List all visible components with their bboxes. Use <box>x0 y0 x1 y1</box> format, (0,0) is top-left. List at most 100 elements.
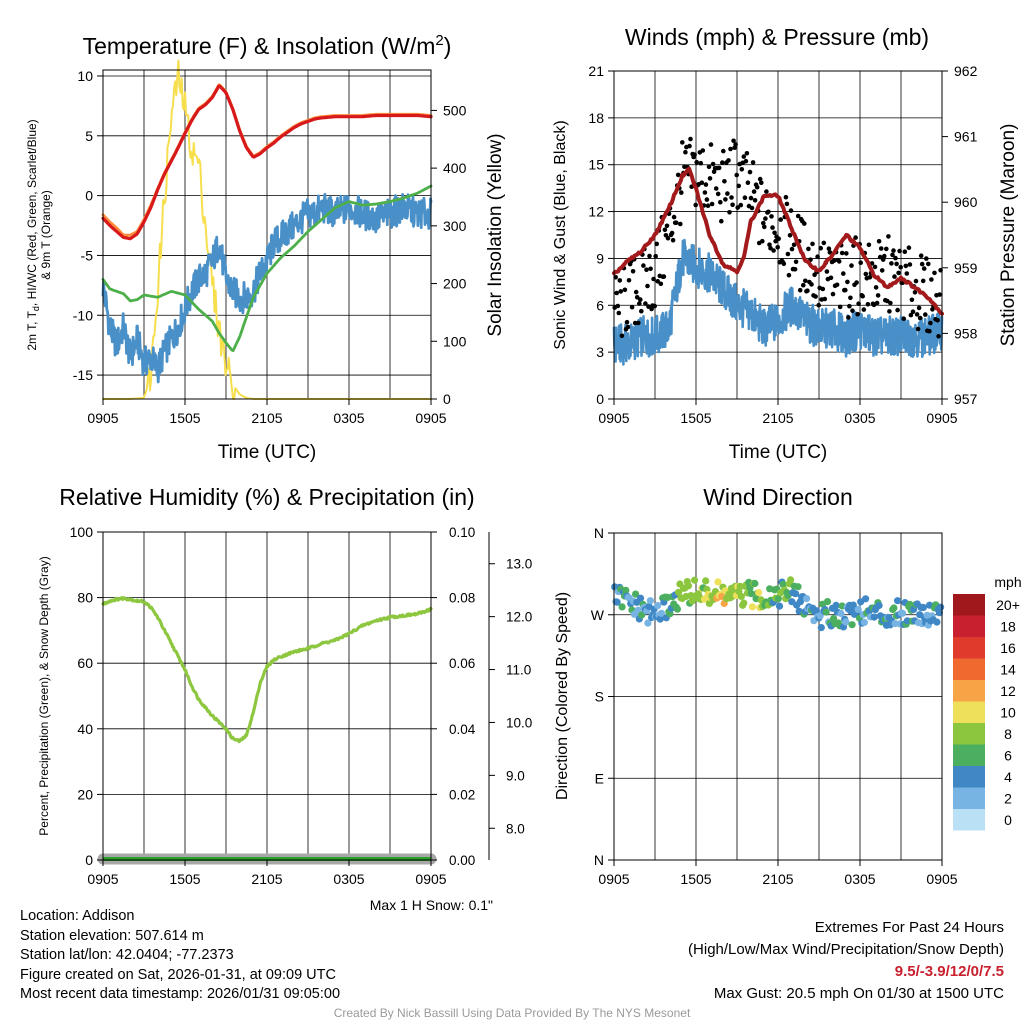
gust-dot <box>652 303 657 309</box>
direction-dot <box>860 618 869 627</box>
gust-dot <box>918 253 924 258</box>
x-tick-label: 0905 <box>415 871 446 887</box>
gust-dot <box>828 275 834 281</box>
gust-dot <box>902 249 908 254</box>
gust-dot <box>751 189 757 194</box>
gust-dot <box>815 254 820 259</box>
colorbar-swatch <box>953 680 985 702</box>
x-tick-label: 1505 <box>680 410 711 426</box>
gust-dot <box>749 205 755 211</box>
gust-dot <box>778 217 783 222</box>
gust-dot <box>839 250 845 256</box>
gust-dot <box>837 304 843 310</box>
y-tick-label: 18 <box>588 110 604 126</box>
colorbar-label: 14 <box>1000 661 1016 677</box>
x-tick-label: 1505 <box>169 410 200 426</box>
gust-dot <box>665 235 671 241</box>
gust-dot <box>655 279 660 284</box>
gust-dot <box>906 245 912 250</box>
x-tick-label: 0305 <box>844 871 875 887</box>
created-time: Figure created on Sat, 2026-01-31, at 09… <box>20 966 336 983</box>
gust-dot <box>705 203 711 208</box>
gust-dot <box>914 312 920 317</box>
gust-dot <box>860 293 865 299</box>
gust-dot <box>917 315 923 321</box>
gust-dot <box>803 278 808 284</box>
y-tick-label: 12 <box>588 204 604 220</box>
y2-tick-label: 0.02 <box>449 787 475 802</box>
direction-dot <box>675 588 683 596</box>
gust-dot <box>641 263 646 268</box>
gust-dot <box>830 291 836 297</box>
gust-dot <box>788 208 794 213</box>
y-tick-label: 100 <box>70 524 94 540</box>
extremes-values: 9.5/-3.9/12/0/7.5 <box>894 963 1004 980</box>
gust-dot <box>797 287 803 293</box>
gust-dot <box>846 315 851 320</box>
gust-dot <box>622 287 628 293</box>
gust-dot <box>923 312 928 317</box>
colorbar-swatch <box>953 658 985 680</box>
gust-dot <box>873 285 879 290</box>
y2-tick-label: 961 <box>954 129 978 145</box>
gust-dot <box>766 209 771 215</box>
humidity-panel: Relative Humidity (%) & Precipitation (i… <box>37 484 532 913</box>
gust-dot <box>855 311 860 317</box>
direction-dot <box>848 621 856 629</box>
gust-dot <box>731 138 736 144</box>
series-sonic-wind <box>612 238 944 366</box>
y-tick-label: 3 <box>596 344 604 360</box>
colorbar-label: 4 <box>1004 769 1012 785</box>
gust-dot <box>849 263 854 268</box>
direction-axes: 0905 1505 2105 0305 0905 N E S W N <box>591 525 958 887</box>
gust-dot <box>820 286 826 292</box>
direction-dot <box>654 602 662 610</box>
gust-dot <box>725 191 730 196</box>
direction-dot <box>702 577 710 585</box>
x-tick-label: 0905 <box>926 871 957 887</box>
gust-dot <box>913 278 919 284</box>
direction-series <box>611 576 945 632</box>
extremes-title: Extremes For Past 24 Hours <box>814 919 1004 936</box>
direction-dot <box>779 580 787 589</box>
gust-dot <box>858 260 863 266</box>
gust-dot <box>671 214 677 220</box>
gust-dot <box>792 267 798 272</box>
winds-panel: Winds (mph) & Pressure (mb) 0905 1505 2105… <box>552 24 1019 463</box>
colorbar-title: mph <box>994 574 1021 590</box>
gust-dot <box>736 183 741 189</box>
direction-dot <box>740 599 748 607</box>
gust-dot <box>921 266 927 271</box>
gust-dot <box>673 220 679 225</box>
direction-dot <box>747 590 755 598</box>
direction-dot <box>933 618 941 626</box>
temperature-grid <box>103 70 431 399</box>
direction-dot <box>937 603 945 611</box>
gust-dot <box>669 230 675 236</box>
y2-tick-label: 957 <box>954 391 978 407</box>
extremes-info: Extremes For Past 24 Hours (High/Low/Max… <box>688 917 1004 1005</box>
y-tick-label: -15 <box>73 367 93 383</box>
gust-dot <box>700 148 706 153</box>
direction-dot <box>822 608 830 616</box>
winds-xlabel: Time (UTC) <box>729 442 828 463</box>
gust-dot <box>658 281 664 287</box>
colorbar-swatch <box>953 701 985 723</box>
gust-dot <box>616 310 622 316</box>
gust-dot <box>861 307 867 312</box>
colorbar-swatch <box>953 809 985 831</box>
direction-dot <box>736 582 744 590</box>
gust-dot <box>744 151 750 156</box>
gust-dot <box>760 238 765 244</box>
gust-dot <box>785 251 791 257</box>
elevation: Station elevation: 507.614 m <box>20 927 204 944</box>
colorbar-label: 10 <box>1000 704 1016 720</box>
temperature-title: Temperature (F) & Insolation (W/m2) <box>83 32 452 59</box>
gust-dot <box>653 253 658 259</box>
gust-dot <box>729 195 734 200</box>
direction-dot <box>638 611 646 619</box>
y-tick-label: 15 <box>588 157 604 173</box>
gust-dot <box>688 136 693 142</box>
gust-dot <box>722 179 727 184</box>
gust-dot <box>795 213 801 219</box>
